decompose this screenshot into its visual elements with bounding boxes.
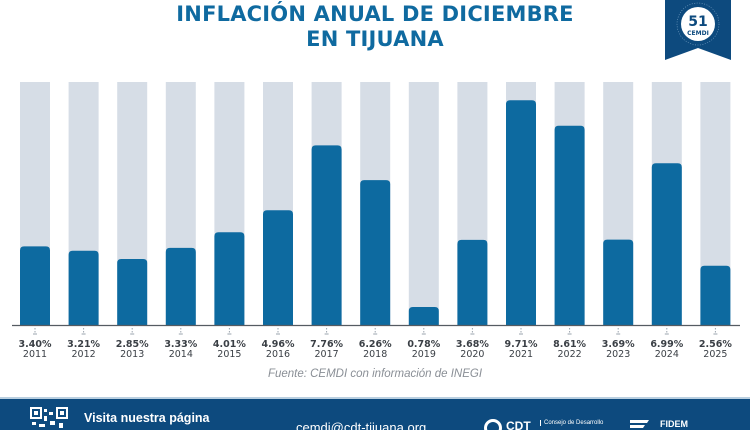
category-label: 2019 [412, 349, 436, 360]
bar-track [408, 82, 439, 325]
bar [214, 232, 245, 325]
bar [360, 180, 391, 325]
bar [20, 246, 50, 325]
value-label: 3.33% [164, 339, 197, 350]
value-label: 4.01% [213, 339, 246, 350]
email-link[interactable]: cemdi@cdt-tijuana.org [296, 420, 427, 430]
category-label: 2015 [217, 349, 241, 360]
cdt-logo-icon [484, 419, 502, 430]
footer: Visita nuestra página cemdi@cdt-tijuana.… [0, 397, 750, 430]
bar [263, 210, 293, 325]
source-note: Fuente: CEMDI con información de INEGI [267, 368, 483, 380]
bar [700, 265, 731, 325]
bar [117, 259, 148, 325]
title-line-1: INFLACIÓN ANUAL DE DICIEMBRE [176, 2, 574, 26]
category-label: 2022 [558, 349, 582, 360]
bar-chart: 3.40%2011 3.21%2012 2.85%2013 3.33%2014 4.01… [12, 82, 740, 360]
value-label: 3.68% [456, 339, 489, 350]
value-label: 2.85% [116, 339, 149, 350]
category-label: 2011 [23, 349, 47, 360]
badge-number: 51 [688, 14, 707, 30]
visit-page-link[interactable]: Visita nuestra página [84, 411, 210, 425]
fidem-logo-icon [630, 420, 649, 428]
category-label: 2017 [315, 349, 339, 360]
category-label: 2012 [72, 349, 96, 360]
qr-code-icon [30, 407, 68, 428]
cdt-subtitle: Consejo de Desarrollo [540, 420, 603, 426]
value-label: 0.78% [407, 339, 440, 350]
chart-title: INFLACIÓN ANUAL DE DICIEMBRE EN TIJUANA [0, 2, 750, 52]
category-label: 2023 [606, 349, 630, 360]
bar [165, 247, 196, 325]
category-label: 2025 [703, 349, 727, 360]
bar [506, 100, 536, 325]
value-label: 4.96% [262, 339, 295, 350]
bar [603, 239, 634, 325]
bar [651, 163, 682, 325]
bar [68, 250, 99, 325]
category-label: 2020 [460, 349, 484, 360]
category-label: 2014 [169, 349, 193, 360]
fidem-logo-text: FIDEM [660, 419, 688, 429]
bar [408, 306, 439, 325]
badge-text: CEMDI [687, 30, 709, 37]
value-label: 3.21% [67, 339, 100, 350]
value-label: 2.56% [699, 339, 732, 350]
value-label: 9.71% [505, 339, 538, 350]
value-label: 6.26% [359, 339, 392, 350]
category-label: 2016 [266, 349, 290, 360]
value-label: 3.40% [19, 339, 52, 350]
title-line-2: EN TIJUANA [306, 27, 444, 51]
bar [554, 125, 585, 326]
value-label: 7.76% [310, 339, 343, 350]
category-label: 2018 [363, 349, 387, 360]
category-label: 2021 [509, 349, 533, 360]
bar [311, 145, 342, 325]
value-label: 6.99% [650, 339, 683, 350]
value-label: 3.69% [602, 339, 635, 350]
cemdi-badge-logo: 51 CEMDI [665, 0, 731, 60]
value-label: 8.61% [553, 339, 586, 350]
category-label: 2013 [120, 349, 144, 360]
bar [457, 239, 488, 325]
cdt-logo-text: CDT [506, 419, 531, 430]
category-label: 2024 [655, 349, 679, 360]
